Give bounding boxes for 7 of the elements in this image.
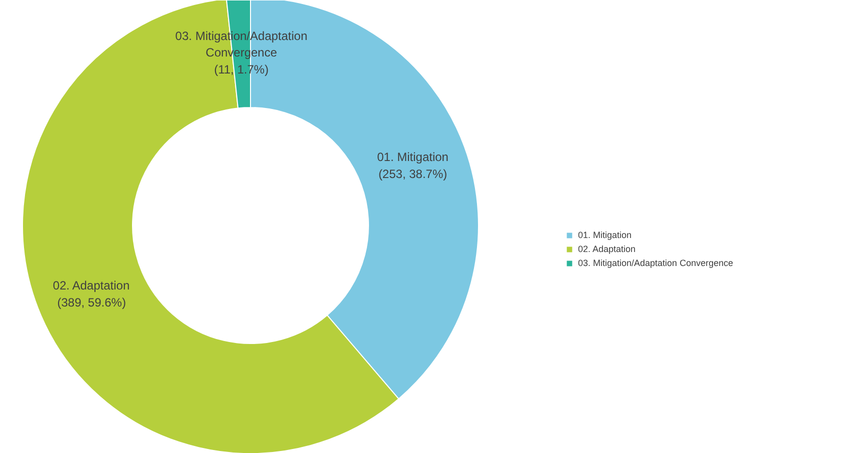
data-label: (253, 38.7%): [378, 166, 448, 181]
slice-label: 01. Mitigation: [377, 150, 448, 164]
legend-label: 02. Adaptation: [578, 244, 636, 254]
slice-label: 02. Adaptation: [52, 278, 130, 293]
legend-label: 03. Mitigation/Adaptation Convergence: [578, 258, 734, 268]
legend-label: 01. Mitigation: [578, 230, 632, 240]
data-label: (389, 59.6%): [57, 295, 126, 310]
